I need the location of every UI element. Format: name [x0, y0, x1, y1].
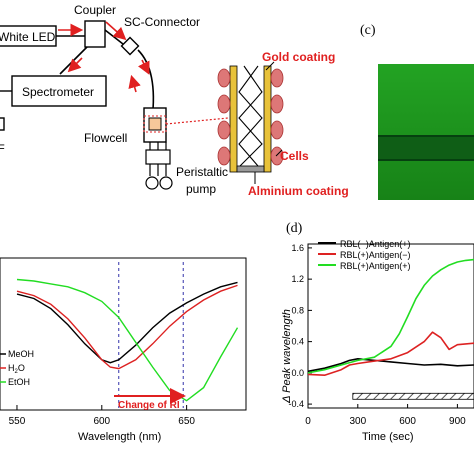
pump-label-1: Peristaltic — [176, 165, 228, 179]
spectra-x-tick-label: 650 — [178, 416, 195, 427]
spectra-series — [16, 278, 239, 402]
pointer-gold — [265, 61, 275, 71]
legend-h2o: H2O — [8, 363, 25, 375]
timecourse-chart: 0 300 600 900 1.6 1.2 0.8 0.4 0.0 -0.4 RBL(−)Anti… — [281, 239, 474, 443]
timecourse-x-tick-label: 600 — [399, 416, 416, 427]
timecourse-x-label: Time (sec) — [362, 431, 414, 443]
aluminium-coating-label: Alminium coating — [248, 184, 349, 198]
timecourse-y-tick-label: 1.6 — [291, 243, 304, 253]
timecourse-line-1 — [307, 331, 474, 376]
arrow-connector-down — [137, 59, 150, 75]
spectra-line-h2o — [16, 284, 238, 370]
flowcell-label: Flowcell — [84, 131, 127, 145]
zoom-connector — [165, 117, 229, 125]
arrow-to-spectrometer — [67, 57, 83, 73]
spectra-ri-lines — [118, 262, 184, 408]
pump-roller-2 — [159, 176, 173, 190]
setup-schematic: White LED Coupler SC-Connector Spectrome… — [0, 3, 349, 198]
spectra-line-etoh — [16, 278, 239, 402]
light-zigzag — [238, 65, 263, 167]
spectrometer-box — [11, 75, 107, 107]
gold-coating-label: Gold coating — [262, 50, 335, 64]
timecourse-legend: RBL(−)Antigen(+) RBL(+)Antigen(−) RBL(+)… — [318, 239, 411, 271]
arrow-flowcell-up — [128, 74, 141, 93]
timecourse-y-tick-label: 1.2 — [291, 274, 304, 284]
timecourse-y-tick-label: 0.4 — [291, 337, 304, 347]
pump-roller-1 — [145, 176, 159, 190]
fiber-zoom — [217, 61, 284, 184]
timecourse-x-tick-label: 300 — [349, 416, 366, 427]
spectra-x-tick-label: 600 — [93, 416, 110, 427]
pump-body — [145, 149, 171, 165]
micrograph-background — [378, 64, 474, 200]
timecourse-ticks: 0 300 600 900 1.6 1.2 0.8 0.4 0.0 -0.4 — [288, 243, 466, 427]
sc-connector-label: SC-Connector — [124, 15, 200, 29]
spectra-x-label: Wavelength (nm) — [78, 431, 161, 443]
sc-connector — [120, 36, 140, 56]
panel-c-label: (c) — [360, 23, 376, 38]
arrow-coupler-to-connector — [105, 21, 127, 41]
timecourse-y-label: Δ Peak wavelength — [281, 309, 293, 404]
aluminium-coating — [236, 165, 265, 173]
micrograph-fiber — [378, 136, 474, 160]
coupler-label: Coupler — [74, 3, 116, 17]
spectra-legend: MeOH H2O EtOH — [0, 349, 34, 387]
legend-rbl-neg-ag-pos: RBL(−)Antigen(+) — [340, 239, 411, 249]
gold-coating-right — [263, 65, 272, 173]
panel-c-micrograph — [378, 64, 474, 200]
gold-coating-left — [229, 65, 238, 173]
panel-d-label: (d) — [286, 221, 303, 236]
spectra-frame — [0, 257, 247, 411]
timecourse-x-tick-label: 0 — [305, 416, 311, 427]
cells-left — [217, 68, 231, 166]
spectra-x-ticks: 550 600 650 — [9, 405, 195, 427]
legend-rbl-pos-ag-pos: RBL(+)Antigen(+) — [340, 261, 411, 271]
white-led-label: White LED — [0, 30, 56, 44]
spectra-line-meoh — [16, 281, 238, 364]
timecourse-series — [307, 258, 474, 376]
antigen-injection-bar — [352, 392, 474, 400]
spectrometer-label: Spectrometer — [22, 85, 94, 99]
timecourse-frame — [307, 243, 474, 409]
timecourse-x-tick-label: 900 — [449, 416, 466, 427]
timecourse-y-tick-label: 0.8 — [291, 305, 304, 315]
pointer-cells — [275, 149, 283, 157]
legend-meoh: MeOH — [8, 349, 34, 359]
timecourse-line-2 — [307, 258, 474, 374]
cells-label: Cells — [280, 149, 309, 163]
ri-change-label: Change of RI — [118, 400, 180, 411]
fiber-coupler-spectrometer — [59, 46, 88, 75]
coupler-box — [84, 20, 106, 48]
cells-right — [270, 68, 284, 166]
pump-label-2: pump — [186, 182, 216, 196]
legend-rbl-pos-ag-neg: RBL(+)Antigen(−) — [340, 250, 411, 260]
legend-etoh: EtOH — [8, 377, 30, 387]
timecourse-line-0 — [307, 358, 474, 373]
timecourse-y-tick-label: -0.4 — [288, 399, 304, 409]
pc-box-partial — [0, 117, 5, 131]
left-edge-mark: F — [0, 143, 5, 155]
timecourse-y-tick-label: 0.0 — [291, 368, 304, 378]
spectra-x-tick-label: 550 — [9, 416, 26, 427]
spectra-chart: 550 600 650 Change of RI MeOH H2O EtOH Wav… — [0, 257, 247, 443]
flowcell-sensor — [148, 117, 162, 131]
